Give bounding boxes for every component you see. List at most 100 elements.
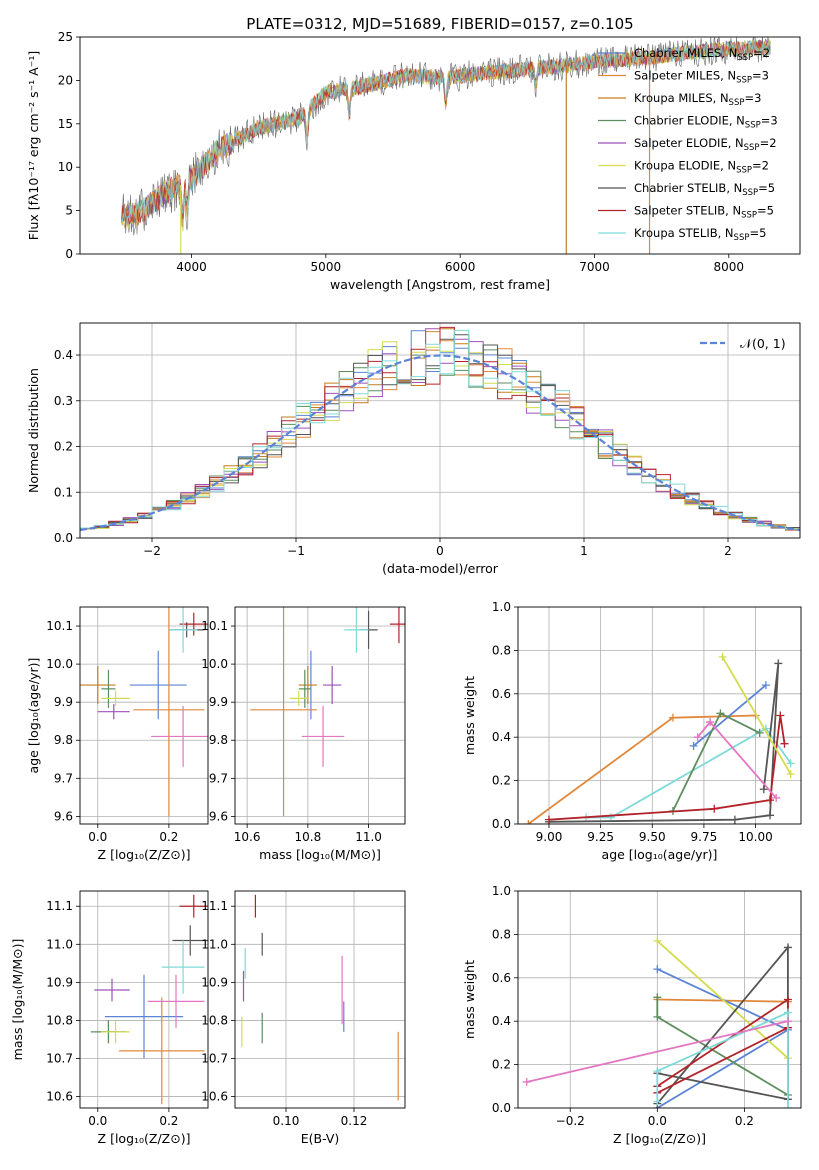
- spectrum-legend: Chabrier MILES, NSSP=2 Salpeter MILES, NS…: [598, 46, 778, 243]
- x-tick-label: −1: [287, 544, 305, 558]
- age-vs-metallicity-panel: 0.0 0.2 9.6 9.7 9.8 9.9 10.0 10.1 Z [log₁₀(Z/Z⊙)…: [26, 606, 209, 862]
- y-tick-label: 10.1: [46, 619, 73, 633]
- weight-marker: [755, 728, 764, 737]
- legend-entry: Kroupa STELIB, NSSP=5: [634, 226, 766, 243]
- x-tick-label: 9.00: [536, 830, 563, 844]
- y-tick-label: 9.9: [209, 695, 228, 709]
- weight-line: [586, 727, 792, 819]
- x-axis-label: mass [log₁₀(M/M⊙)]: [259, 847, 381, 862]
- x-tick-label: 9.50: [639, 830, 666, 844]
- y-axis-label: mass weight: [462, 676, 477, 755]
- axes-frame: [79, 890, 209, 1109]
- y-tick-label: 1.0: [492, 600, 511, 614]
- weight-marker: [780, 739, 789, 748]
- plot-area: [518, 891, 801, 1108]
- x-tick-label: 6000: [445, 260, 476, 274]
- weight-marker: [774, 659, 783, 668]
- y-tick-label: 10.0: [201, 657, 228, 671]
- mass-weight-vs-age-panel: 9.00 9.25 9.50 9.75 10.00 0.0 0.2 0.4 0.6 0.8 1.0 a…: [462, 600, 802, 862]
- y-tick-label: 10.6: [201, 1090, 228, 1104]
- weight-marker: [693, 733, 702, 742]
- mass-weight-vs-metallicity-panel: −0.2 0.0 0.2 0.0 0.2 0.4 0.6 0.8 1.0 Z [log₁₀(Z/Z…: [462, 884, 802, 1146]
- y-tick-label: 0.6: [492, 971, 511, 985]
- weight-marker: [653, 1067, 662, 1076]
- axes-frame: [79, 322, 801, 539]
- y-tick-label: 25: [58, 30, 73, 44]
- y-tick-label: 10.1: [201, 619, 228, 633]
- y-tick-label: 1.0: [492, 884, 511, 898]
- weight-marker: [786, 770, 795, 779]
- y-tick-label: 10.0: [46, 657, 73, 671]
- y-tick-label: 0.2: [492, 1058, 511, 1072]
- axes-frame: [517, 606, 802, 825]
- y-tick-label: 11.1: [46, 899, 73, 913]
- histogram-8: [80, 329, 800, 538]
- x-tick-label: 11.0: [355, 830, 382, 844]
- weight-line: [721, 656, 792, 775]
- x-tick-label: 0.0: [648, 1114, 667, 1128]
- legend-entry: Chabrier MILES, NSSP=2: [634, 46, 770, 63]
- weight-marker: [668, 713, 677, 722]
- y-tick-label: 10.7: [201, 1052, 228, 1066]
- x-tick-label: 10.6: [234, 830, 261, 844]
- x-tick-label: 10.8: [294, 830, 321, 844]
- y-axis-label: age [log₁₀(age/yr)]: [26, 658, 41, 774]
- x-axis-label: (data-model)/error: [382, 561, 499, 576]
- weight-line: [548, 663, 780, 823]
- x-axis-label: Z [log₁₀(Z/Z⊙)]: [98, 1131, 191, 1146]
- y-tick-label: 0.0: [492, 1101, 511, 1115]
- y-axis-label: Normed distribution: [26, 368, 41, 493]
- x-tick-label: 0.10: [273, 1114, 300, 1128]
- x-tick-label: 4000: [176, 260, 207, 274]
- y-tick-label: 10.9: [46, 975, 73, 989]
- legend-entry: Chabrier ELODIE, NSSP=3: [634, 114, 778, 131]
- axes-frame: [234, 890, 406, 1109]
- y-tick-label: 9.8: [54, 733, 73, 747]
- x-tick-label: −0.2: [556, 1114, 585, 1128]
- weight-marker: [783, 995, 792, 1004]
- y-tick-label: 10.7: [46, 1052, 73, 1066]
- y-tick-label: 11.1: [201, 899, 228, 913]
- y-tick-label: 9.7: [209, 771, 228, 785]
- mass-vs-metallicity-panel: 0.0 0.2 10.6 10.7 10.8 10.9 11.0 11.1 Z [log₁₀(Z…: [10, 890, 209, 1146]
- histogram-panel: −2 −1 0 1 2 0.0 0.1 0.2 0.3 0.4 (data-model)/error…: [26, 322, 801, 576]
- x-axis-label: age [log₁₀(age/yr)]: [602, 847, 718, 862]
- x-axis-label: wavelength [Angstrom, rest frame]: [330, 277, 550, 292]
- x-tick-label: 9.75: [691, 830, 718, 844]
- weight-line: [693, 684, 767, 747]
- spectrum-line-8: [121, 40, 771, 222]
- weight-marker: [766, 796, 775, 805]
- weight-line: [709, 721, 777, 799]
- weight-marker: [689, 741, 698, 750]
- x-tick-label: 9.25: [587, 830, 614, 844]
- x-tick-label: 0.2: [159, 1114, 178, 1128]
- legend-entry: Salpeter ELODIE, NSSP=2: [634, 136, 777, 153]
- x-axis-label: Z [log₁₀(Z/Z⊙)]: [613, 1131, 706, 1146]
- weight-marker: [716, 709, 725, 718]
- y-axis-label: Flux [fλ10⁻¹⁷ erg cm⁻² s⁻¹ A⁻¹]: [26, 51, 41, 240]
- x-tick-label: 0.0: [88, 830, 107, 844]
- x-axis-label: Z [log₁₀(Z/Z⊙)]: [98, 847, 191, 862]
- x-axis-label: E(B-V): [301, 1131, 340, 1146]
- y-tick-label: 0: [65, 247, 73, 261]
- x-tick-label: 0.2: [159, 830, 178, 844]
- weight-marker: [783, 1104, 792, 1108]
- axes-frame: [234, 606, 406, 825]
- y-tick-label: 0.4: [492, 1014, 511, 1028]
- weight-marker: [783, 1008, 792, 1017]
- y-tick-label: 0.4: [54, 348, 73, 362]
- mass-vs-extinction-panel: 0.10 0.12 10.6 10.7 10.8 10.9 11.0 11.1 E(B-V): [201, 890, 406, 1146]
- x-tick-label: 2: [724, 544, 732, 558]
- y-tick-label: 9.8: [209, 733, 228, 747]
- y-tick-label: 15: [58, 117, 73, 131]
- weight-line: [697, 721, 711, 738]
- figure-title: PLATE=0312, MJD=51689, FIBERID=0157, z=0…: [246, 15, 633, 33]
- age-vs-mass-panel: 10.6 10.8 11.0 9.6 9.7 9.8 9.9 10.0 10.1 mass [lo…: [201, 606, 406, 862]
- plot-area: [121, 37, 771, 254]
- weight-marker: [653, 1012, 662, 1021]
- y-tick-label: 9.6: [54, 809, 73, 823]
- chart-panels: 4000 5000 6000 7000 80000510152025wavelength…: [10, 30, 802, 1146]
- weight-marker: [776, 711, 785, 720]
- plot-area: [235, 891, 405, 1108]
- x-tick-label: 5000: [311, 260, 342, 274]
